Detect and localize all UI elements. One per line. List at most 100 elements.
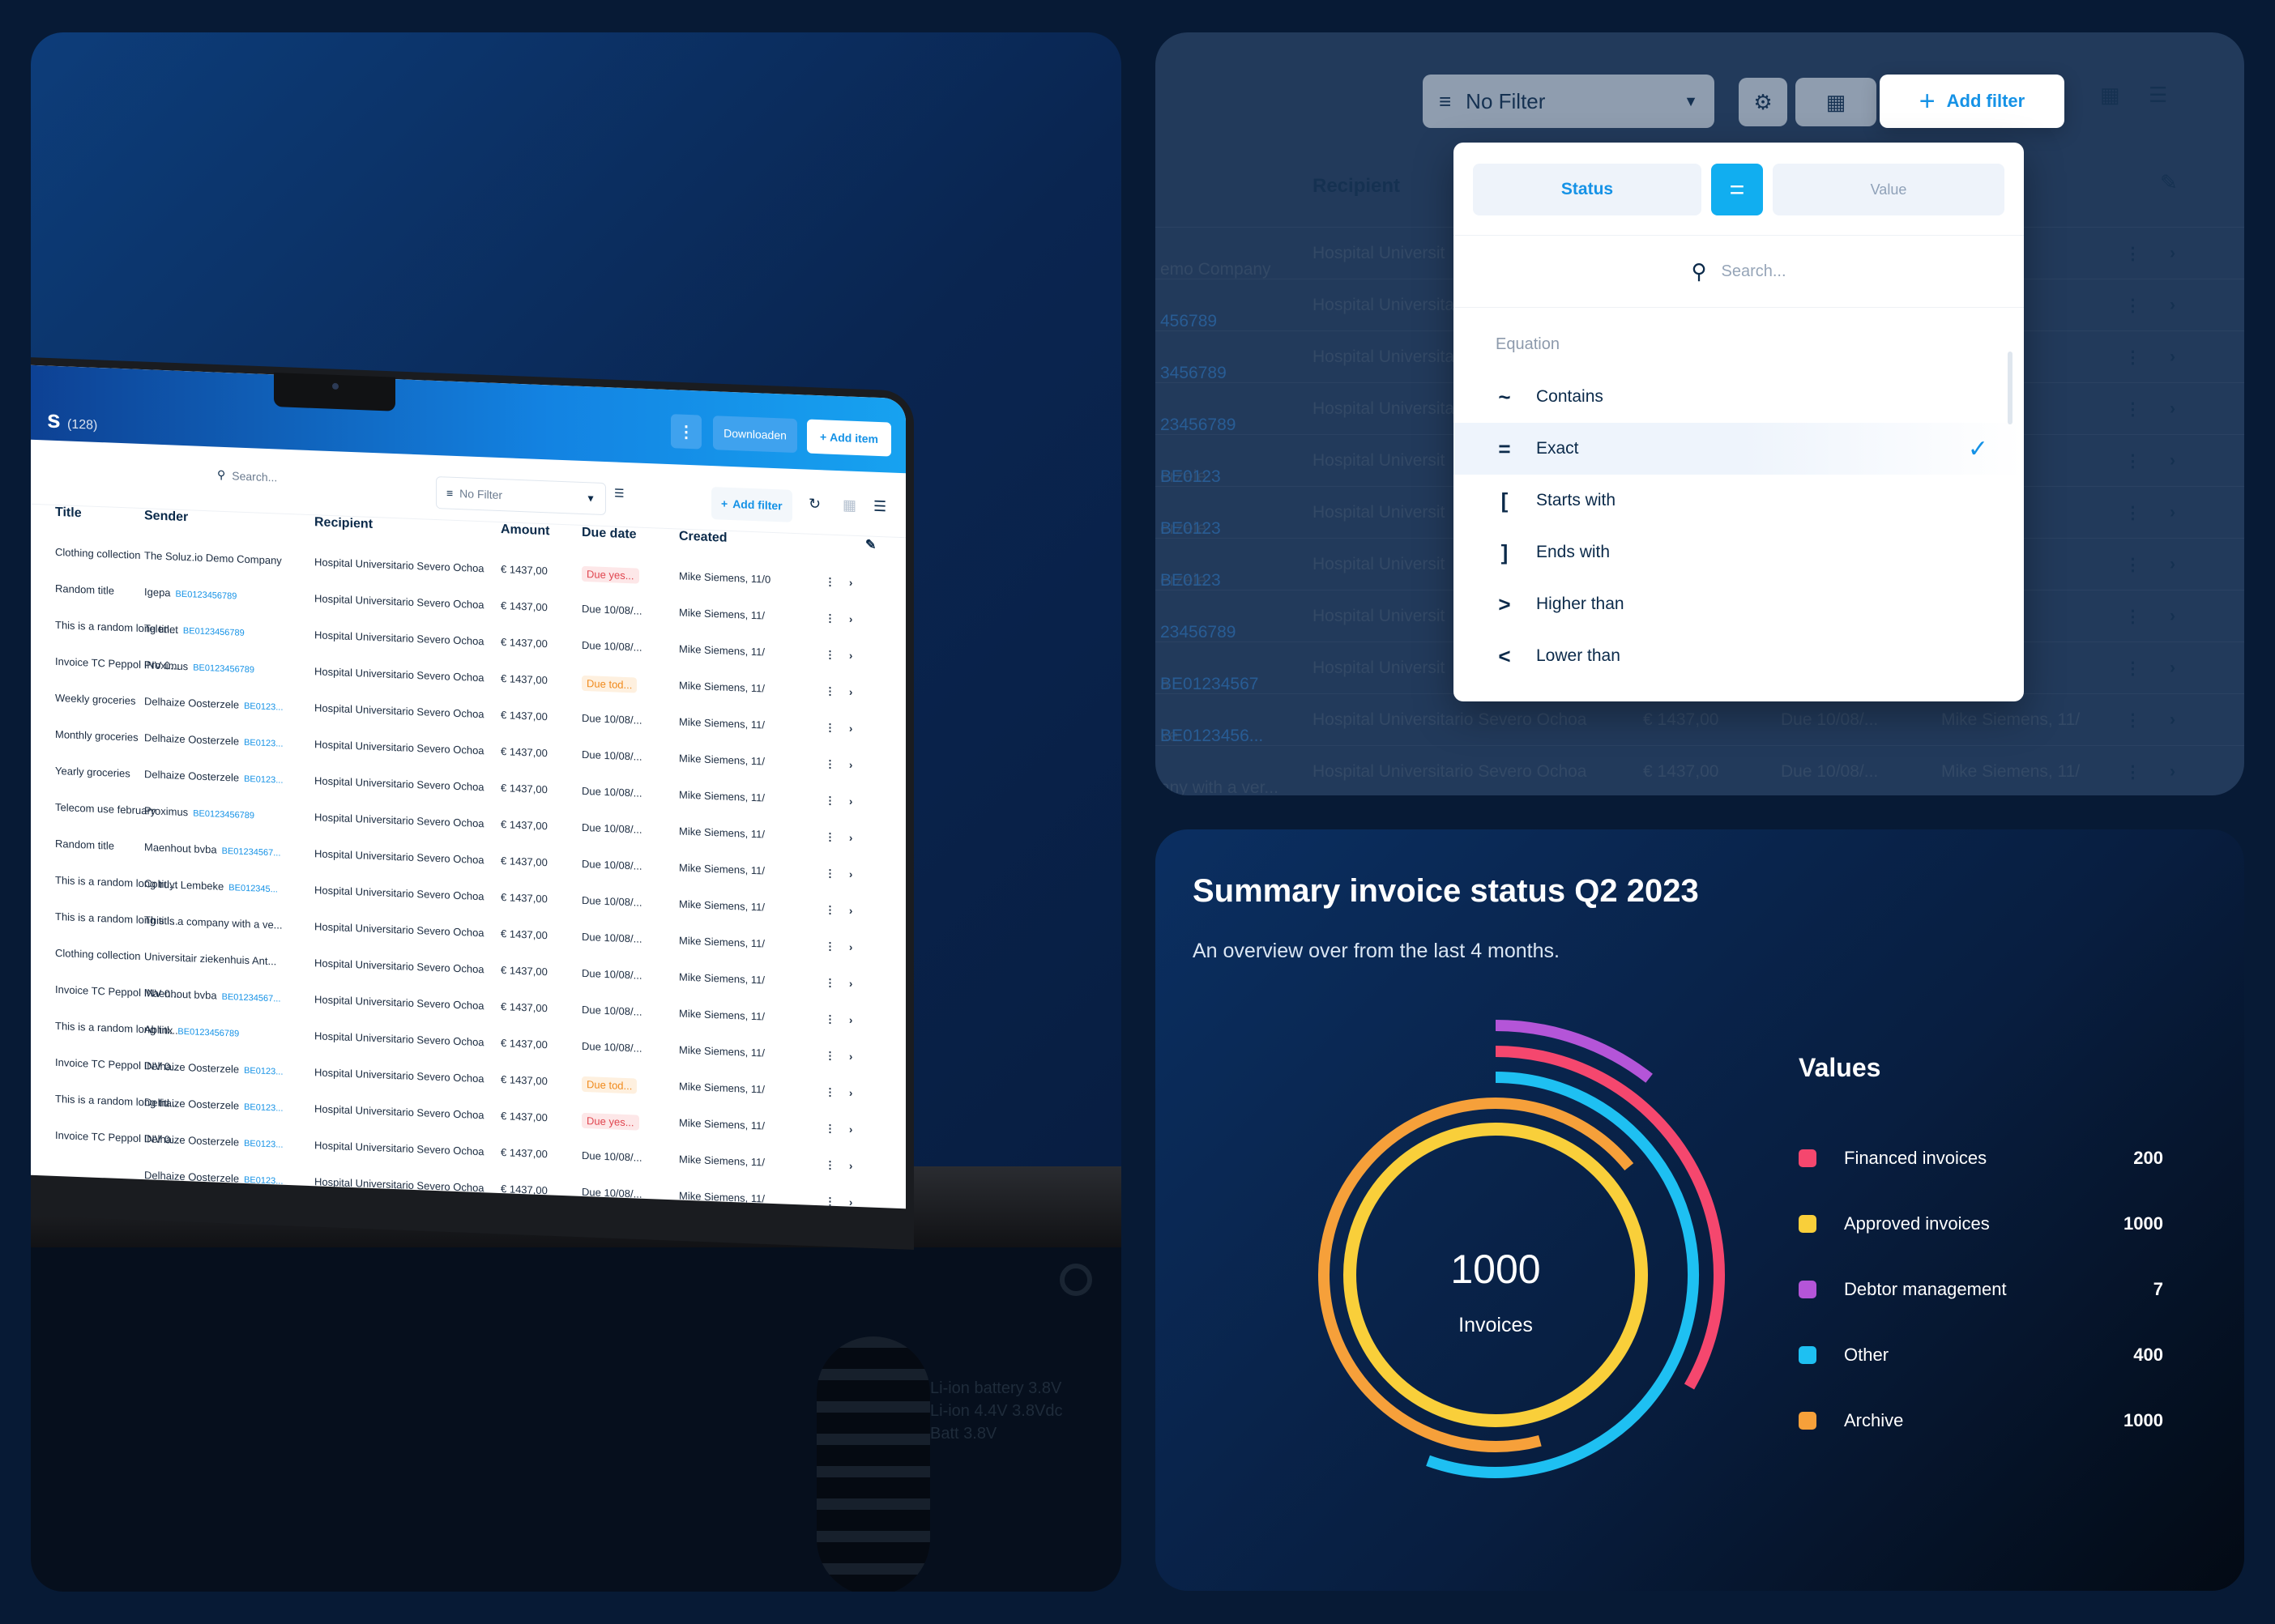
row-menu-icon[interactable]: ⋮	[825, 903, 835, 916]
row-menu-icon[interactable]: ⋮	[825, 1122, 835, 1135]
search-input[interactable]: ⚲ Search...	[217, 468, 277, 484]
row-menu-icon[interactable]: ⋮	[825, 1085, 835, 1098]
operator-option-lower-than[interactable]: < Lower than	[1453, 630, 2024, 682]
row-open-chevron-icon[interactable]: ›	[849, 1196, 853, 1208]
row-menu-icon[interactable]: ⋮	[2124, 763, 2141, 782]
row-menu-icon[interactable]: ⋮	[825, 976, 835, 989]
operator-option-contains[interactable]: ~ Contains	[1453, 371, 2024, 423]
row-open-chevron-icon[interactable]: ›	[2170, 659, 2175, 677]
row-menu-icon[interactable]: ⋮	[2124, 607, 2141, 626]
row-open-chevron-icon[interactable]: ›	[849, 867, 853, 880]
operator-option-ends-with[interactable]: ] Ends with	[1453, 526, 2024, 578]
more-options-button[interactable]: ⋮	[671, 414, 702, 450]
row-menu-icon[interactable]: ⋮	[825, 940, 835, 953]
table-row[interactable]: any with a ver... Hospital Universitario…	[1155, 745, 2244, 795]
row-menu-icon[interactable]: ⋮	[2124, 556, 2141, 574]
cell-title: Clothing collection	[55, 545, 141, 561]
row-menu-icon[interactable]: ⋮	[2124, 659, 2141, 678]
row-menu-icon[interactable]: ⋮	[825, 721, 835, 734]
row-menu-icon[interactable]: ⋮	[2124, 296, 2141, 315]
row-menu-icon[interactable]: ⋮	[825, 1049, 835, 1062]
operator-option-starts-with[interactable]: [Starts with	[1453, 475, 2024, 526]
filter-field-select[interactable]: Status	[1473, 164, 1701, 215]
row-open-chevron-icon[interactable]: ›	[849, 722, 853, 735]
row-open-chevron-icon[interactable]: ›	[849, 685, 853, 698]
row-open-chevron-icon[interactable]: ›	[849, 1159, 853, 1172]
table-row[interactable]: erzele BE0123 Hospital Universit ⋮ ›	[1155, 486, 2244, 538]
row-menu-icon[interactable]: ⋮	[2124, 452, 2141, 471]
row-open-chevron-icon[interactable]: ›	[849, 977, 853, 990]
sliders-icon[interactable]: ☰	[614, 486, 625, 500]
row-open-chevron-icon[interactable]: ›	[849, 904, 853, 917]
row-open-chevron-icon[interactable]: ›	[849, 795, 853, 808]
list-view-icon[interactable]: ☰	[2149, 83, 2168, 107]
filter-operator-button[interactable]: =	[1711, 164, 1763, 215]
row-menu-icon[interactable]: ⋮	[2124, 348, 2141, 367]
row-open-chevron-icon[interactable]: ›	[2170, 607, 2175, 625]
row-menu-icon[interactable]: ⋮	[2124, 504, 2141, 522]
legend-swatch	[1799, 1346, 1816, 1364]
row-menu-icon[interactable]: ⋮	[2124, 245, 2141, 263]
add-item-button[interactable]: + Add item	[807, 419, 891, 457]
row-menu-icon[interactable]: ⋮	[2124, 711, 2141, 730]
cell-due-date: Due 10/08/...	[582, 857, 642, 872]
add-filter-button[interactable]: + Add filter	[711, 487, 792, 522]
row-open-chevron-icon[interactable]: ›	[2170, 503, 2175, 522]
column-header-due-date[interactable]: Due date	[582, 525, 637, 542]
row-open-chevron-icon[interactable]: ›	[2170, 451, 2175, 470]
row-open-chevron-icon[interactable]: ›	[849, 940, 853, 953]
row-menu-icon[interactable]: ⋮	[825, 1012, 835, 1025]
row-open-chevron-icon[interactable]: ›	[849, 576, 853, 589]
filter-select[interactable]: ≡ No Filter ▼	[1423, 75, 1714, 128]
operator-option-exact[interactable]: = Exact ✓	[1453, 423, 2024, 475]
row-open-chevron-icon[interactable]: ›	[849, 1086, 853, 1099]
row-open-chevron-icon[interactable]: ›	[2170, 399, 2175, 418]
row-menu-icon[interactable]: ⋮	[825, 1158, 835, 1171]
row-menu-icon[interactable]: ⋮	[825, 867, 835, 880]
row-open-chevron-icon[interactable]: ›	[849, 1050, 853, 1063]
add-filter-button[interactable]: + Add filter	[1880, 75, 2064, 128]
row-menu-icon[interactable]: ⋮	[2124, 400, 2141, 419]
row-open-chevron-icon[interactable]: ›	[2170, 244, 2175, 262]
row-open-chevron-icon[interactable]: ›	[849, 612, 853, 625]
operator-option-higher-than[interactable]: > Higher than	[1453, 578, 2024, 630]
sliders-icon[interactable]: ⚙	[1739, 78, 1787, 126]
row-menu-icon[interactable]: ⋮	[825, 757, 835, 770]
row-open-chevron-icon[interactable]: ›	[849, 831, 853, 844]
row-open-chevron-icon[interactable]: ›	[2170, 762, 2175, 781]
row-menu-icon[interactable]: ⋮	[825, 794, 835, 807]
column-header-recipient[interactable]: Recipient	[1312, 175, 1401, 197]
operator-search-input[interactable]: ⚲ Search...	[1453, 235, 2024, 308]
column-header-amount[interactable]: Amount	[501, 522, 550, 539]
grid-view-icon[interactable]: ▦	[2100, 83, 2120, 107]
edit-columns-icon[interactable]: ✎	[2160, 170, 2178, 194]
refresh-icon[interactable]: ↻	[809, 495, 822, 513]
list-view-icon[interactable]: ☰	[873, 497, 887, 515]
filter-value-input[interactable]: Value	[1773, 164, 2004, 215]
row-menu-icon[interactable]: ⋮	[825, 612, 835, 624]
download-button[interactable]: Downloaden	[713, 416, 797, 454]
row-open-chevron-icon[interactable]: ›	[849, 1123, 853, 1136]
column-header-sender[interactable]: Sender	[144, 509, 189, 525]
view-toggle-icon[interactable]: ▦	[1795, 78, 1876, 126]
row-open-chevron-icon[interactable]: ›	[2170, 555, 2175, 573]
row-menu-icon[interactable]: ⋮	[825, 830, 835, 843]
edit-columns-icon[interactable]: ✎	[865, 538, 877, 552]
column-header-title[interactable]: Title	[55, 505, 82, 521]
grid-view-icon[interactable]: ▦	[843, 497, 857, 514]
column-header-recipient[interactable]: Recipient	[314, 515, 373, 531]
filter-select[interactable]: ≡ No Filter ▼	[436, 475, 606, 516]
row-menu-icon[interactable]: ⋮	[825, 648, 835, 661]
scrollbar[interactable]	[2008, 352, 2012, 424]
row-open-chevron-icon[interactable]: ›	[2170, 710, 2175, 729]
row-open-chevron-icon[interactable]: ›	[849, 1013, 853, 1026]
table-row[interactable]: 456789 Hospital Universita ⋮ ›	[1155, 279, 2244, 330]
row-open-chevron-icon[interactable]: ›	[849, 649, 853, 662]
row-open-chevron-icon[interactable]: ›	[2170, 347, 2175, 366]
sender-vat: BE0123...	[244, 1102, 284, 1114]
row-menu-icon[interactable]: ⋮	[825, 575, 835, 588]
column-header-created[interactable]: Created	[679, 529, 728, 545]
row-open-chevron-icon[interactable]: ›	[2170, 296, 2175, 314]
row-menu-icon[interactable]: ⋮	[825, 684, 835, 697]
row-open-chevron-icon[interactable]: ›	[849, 758, 853, 771]
